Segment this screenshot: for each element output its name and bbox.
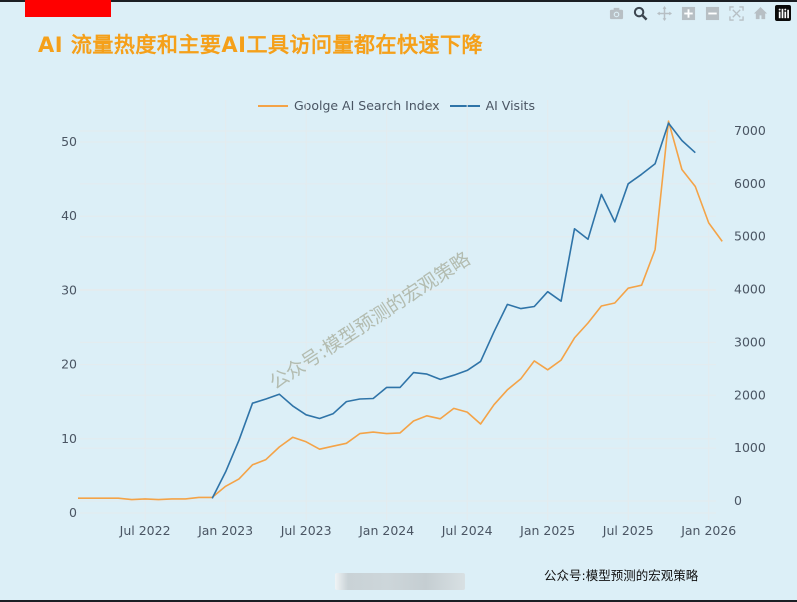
zoom-icon[interactable] <box>631 4 649 22</box>
x-tick: Jul 2025 <box>602 523 654 538</box>
blurred-image-strip <box>335 573 465 590</box>
y-left-tick: 10 <box>61 431 77 446</box>
plot-modebar <box>607 4 791 22</box>
x-tick: Jan 2026 <box>680 523 736 538</box>
y-right-tick: 2000 <box>734 387 766 402</box>
legend-label-ai-visits: AI Visits <box>485 98 535 113</box>
zoom-out-icon[interactable] <box>703 4 721 22</box>
x-tick: Jan 2023 <box>197 523 253 538</box>
y-right-tick: 7000 <box>734 123 766 138</box>
chart-title: AI 流量热度和主要AI工具访问量都在快速下降 <box>38 33 483 57</box>
y-left-tick: 40 <box>61 208 77 223</box>
source-footer: 公众号:模型预测的宏观策略 <box>544 568 699 583</box>
y-axis-right: 0 1000 2000 3000 4000 5000 6000 7000 <box>734 123 766 508</box>
y-left-tick: 20 <box>61 357 77 372</box>
y-right-tick: 4000 <box>734 282 766 297</box>
x-tick: Jul 2024 <box>441 523 493 538</box>
legend-item-search-index[interactable]: Goolge AI Search Index <box>258 98 440 113</box>
plotly-logo-icon[interactable] <box>775 5 791 21</box>
reset-axes-icon[interactable] <box>751 4 769 22</box>
x-tick: Jul 2023 <box>280 523 332 538</box>
redaction-block <box>25 0 111 17</box>
line-ai-visits[interactable] <box>211 122 696 499</box>
y-right-tick: 3000 <box>734 334 766 349</box>
x-tick: Jan 2025 <box>519 523 575 538</box>
zoom-in-icon[interactable] <box>679 4 697 22</box>
y-right-tick: 0 <box>734 493 742 508</box>
y-right-tick: 5000 <box>734 229 766 244</box>
y-left-tick: 30 <box>61 282 77 297</box>
gridlines <box>80 100 716 520</box>
pan-icon[interactable] <box>655 4 673 22</box>
legend-item-ai-visits[interactable]: AI Visits <box>449 98 535 113</box>
autoscale-icon[interactable] <box>727 4 745 22</box>
line-search-index[interactable] <box>78 120 723 501</box>
y-left-tick: 0 <box>69 505 77 520</box>
top-border <box>0 0 797 2</box>
watermark-text: 公众号:模型预测的宏观策略 <box>266 248 475 394</box>
legend-swatch-orange <box>258 104 288 107</box>
y-right-tick: 1000 <box>734 440 766 455</box>
chart-legend: Goolge AI Search Index AI Visits <box>258 98 545 113</box>
bottom-border <box>0 600 797 602</box>
y-right-tick: 6000 <box>734 176 766 191</box>
x-tick: Jul 2022 <box>119 523 171 538</box>
y-axis-left: 0 10 20 30 40 50 <box>61 134 77 520</box>
camera-icon[interactable] <box>607 4 625 22</box>
legend-label-search-index: Goolge AI Search Index <box>294 98 440 113</box>
y-left-tick: 50 <box>61 134 77 149</box>
x-tick: Jan 2024 <box>358 523 414 538</box>
x-axis: Jul 2022 Jan 2023 Jul 2023 Jan 2024 Jul 2024… <box>119 523 737 538</box>
legend-swatch-blue <box>449 104 480 107</box>
